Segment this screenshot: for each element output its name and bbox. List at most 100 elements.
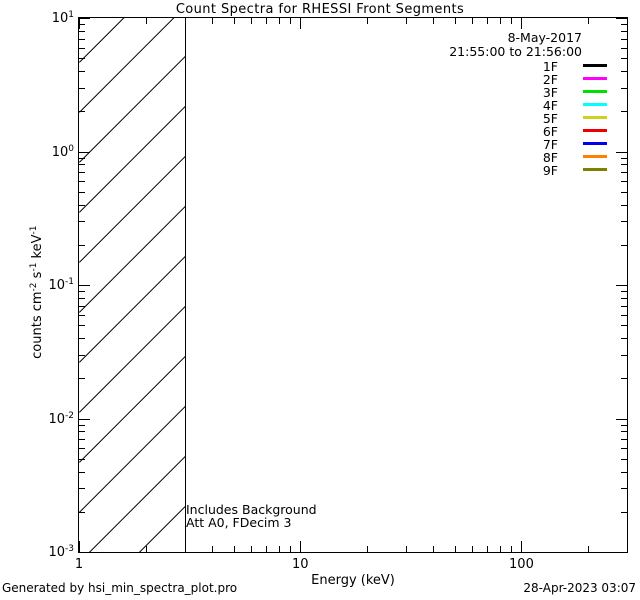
- y-tick: [79, 425, 85, 426]
- y-tick: [621, 306, 627, 307]
- y-tick: [79, 31, 85, 32]
- x-tick: [367, 18, 368, 24]
- legend-item-8f[interactable]: 8F: [430, 150, 610, 165]
- y-tick: [79, 472, 85, 473]
- x-tick: [290, 546, 291, 552]
- y-tick: [79, 419, 90, 420]
- y-tick: [79, 48, 85, 49]
- x-tick: [521, 541, 522, 552]
- x-tick: [487, 546, 488, 552]
- y-axis-title-sup-3: -1: [28, 225, 39, 235]
- y-tick: [621, 221, 627, 222]
- y-tick: [621, 338, 627, 339]
- hatch-band-edge: [185, 18, 186, 552]
- y-tick: [79, 88, 85, 89]
- hatch-line: [79, 18, 185, 313]
- y-tick: [79, 488, 85, 489]
- x-tick: [266, 546, 267, 552]
- legend-item-9f[interactable]: 9F: [430, 163, 610, 178]
- y-tick-label-base: 10: [51, 11, 69, 27]
- y-tick: [621, 325, 627, 326]
- y-tick: [621, 71, 627, 72]
- legend-color-swatch: [583, 168, 607, 171]
- y-tick: [79, 439, 85, 440]
- x-tick: [433, 546, 434, 552]
- y-tick: [79, 285, 90, 286]
- y-tick: [621, 315, 627, 316]
- legend-item-3f[interactable]: 3F: [430, 85, 610, 100]
- x-tick: [234, 18, 235, 24]
- y-tick: [616, 18, 627, 19]
- y-tick: [621, 512, 627, 513]
- y-tick-label-exponent: 1: [68, 9, 74, 20]
- y-tick: [79, 172, 85, 173]
- y-tick-label-base: 10: [48, 278, 66, 294]
- y-tick: [621, 58, 627, 59]
- legend-item-label: 1F: [542, 59, 558, 74]
- x-tick: [511, 546, 512, 552]
- legend-item-1f[interactable]: 1F: [430, 59, 610, 74]
- x-tick: [146, 18, 147, 24]
- y-tick-label-exponent: -2: [65, 410, 74, 421]
- y-axis-title: counts cm-2 s-1 keV-1: [28, 162, 46, 422]
- annotation-line-2: Att A0, FDecim 3: [186, 515, 292, 530]
- x-tick: [521, 18, 522, 29]
- y-tick: [621, 425, 627, 426]
- y-tick: [616, 285, 627, 286]
- legend-item-label: 6F: [542, 124, 558, 139]
- y-tick: [79, 24, 85, 25]
- y-tick-label-exponent: 0: [68, 143, 74, 154]
- x-tick: [472, 18, 473, 24]
- y-tick: [79, 298, 85, 299]
- y-axis-title-part-2: s: [30, 271, 46, 283]
- x-tick: [279, 18, 280, 24]
- x-tick: [433, 18, 434, 24]
- y-tick: [79, 18, 90, 19]
- legend-color-swatch: [583, 103, 607, 106]
- y-tick: [621, 181, 627, 182]
- y-tick: [621, 164, 627, 165]
- x-tick: [588, 546, 589, 552]
- x-tick: [185, 546, 186, 552]
- y-tick: [79, 111, 85, 112]
- legend-item-label: 9F: [542, 163, 558, 178]
- hatch-line: [79, 18, 185, 413]
- y-tick-label: 10-2: [48, 410, 74, 426]
- footer-generator-text: Generated by hsi_min_spectra_plot.pro: [2, 581, 238, 595]
- legend-item-6f[interactable]: 6F: [430, 124, 610, 139]
- x-tick: [406, 546, 407, 552]
- y-tick: [621, 439, 627, 440]
- y-tick: [621, 298, 627, 299]
- x-tick-label: 1: [74, 557, 84, 572]
- y-tick: [79, 291, 85, 292]
- y-tick: [616, 419, 627, 420]
- y-tick-label-exponent: -1: [65, 276, 74, 287]
- x-tick: [290, 18, 291, 24]
- legend-date: 8-May-2017: [507, 30, 582, 45]
- y-tick: [621, 24, 627, 25]
- y-tick: [621, 448, 627, 449]
- legend-item-2f[interactable]: 2F: [430, 72, 610, 87]
- y-axis-title-part-1: counts cm: [30, 291, 46, 359]
- x-tick: [79, 18, 80, 29]
- legend-item-5f[interactable]: 5F: [430, 111, 610, 126]
- y-tick: [621, 31, 627, 32]
- x-tick: [511, 18, 512, 24]
- x-tick: [455, 18, 456, 24]
- legend-item-4f[interactable]: 4F: [430, 98, 610, 113]
- y-tick: [79, 152, 90, 153]
- x-tick: [279, 546, 280, 552]
- hatch-line: [79, 41, 185, 463]
- y-axis-title-sup-1: -2: [28, 282, 39, 292]
- legend-items: 1F 2F 3F 4F 5F 6F 7F 8F 9F: [430, 59, 610, 178]
- y-axis-tick-labels: 101 100 10-1 10-2 10-3: [0, 0, 74, 600]
- y-tick: [79, 205, 85, 206]
- hatch-line: [79, 18, 185, 163]
- y-tick: [621, 488, 627, 489]
- legend-color-swatch: [583, 90, 607, 93]
- y-tick-label-base: 10: [51, 144, 69, 160]
- y-tick-label-exponent: -3: [65, 543, 74, 554]
- y-tick: [79, 315, 85, 316]
- legend-item-7f[interactable]: 7F: [430, 137, 610, 152]
- y-tick: [621, 378, 627, 379]
